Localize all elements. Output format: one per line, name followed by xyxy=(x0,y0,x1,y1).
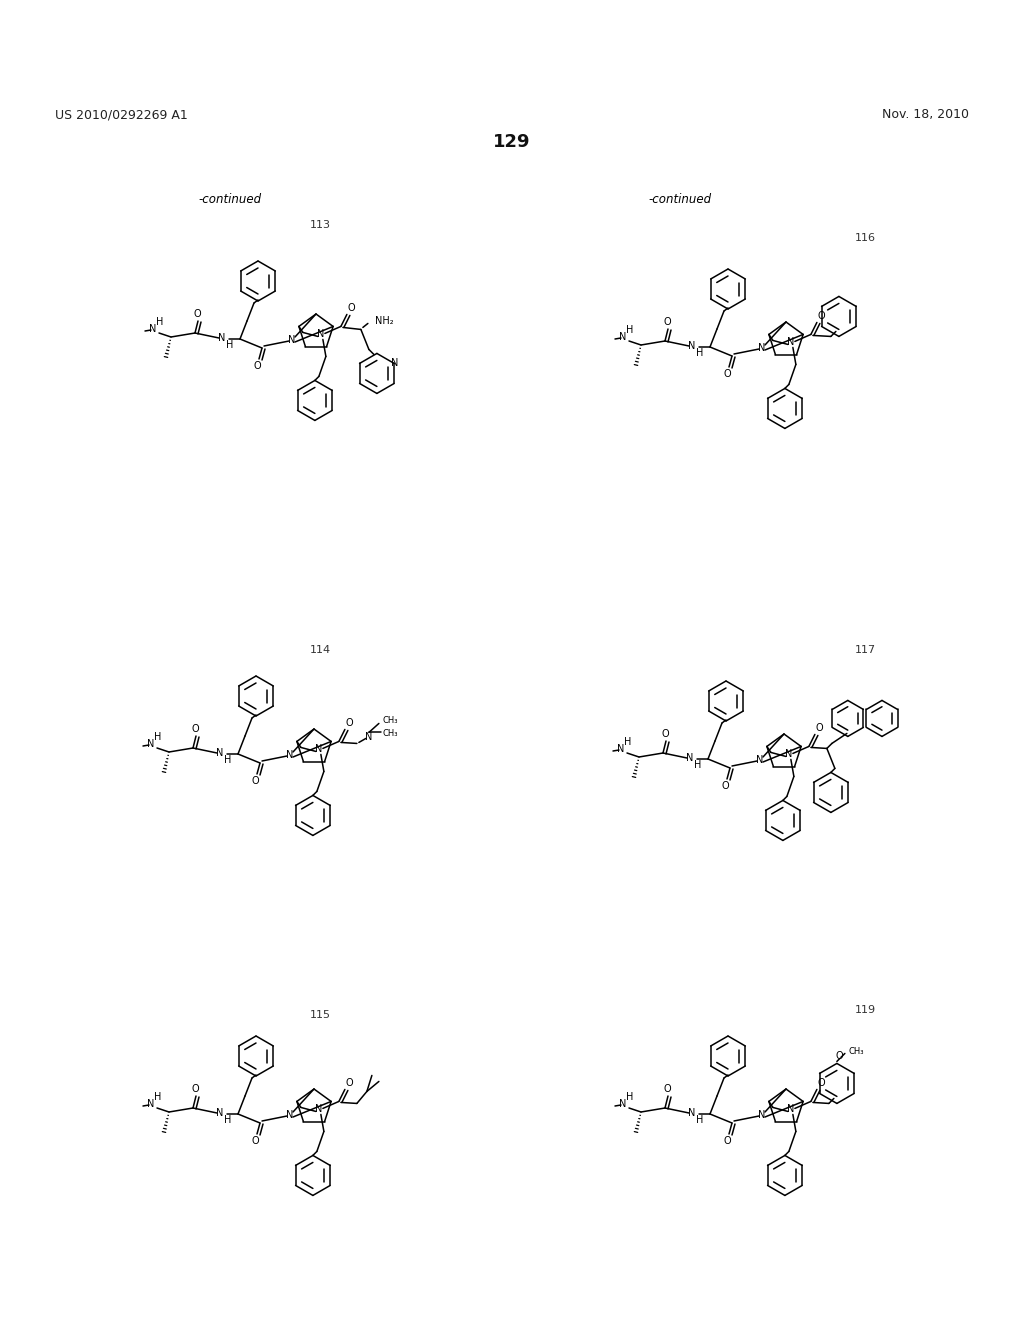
Text: N: N xyxy=(287,1110,294,1119)
Text: H: H xyxy=(224,755,231,766)
Text: N: N xyxy=(620,333,627,342)
Text: H: H xyxy=(696,348,703,358)
Text: O: O xyxy=(251,776,259,785)
Text: 119: 119 xyxy=(854,1005,876,1015)
Text: N: N xyxy=(757,755,764,766)
Text: N: N xyxy=(686,752,693,763)
Text: -continued: -continued xyxy=(648,193,712,206)
Text: O: O xyxy=(194,309,201,319)
Text: 113: 113 xyxy=(309,220,331,230)
Text: 116: 116 xyxy=(854,234,876,243)
Text: O: O xyxy=(191,723,199,734)
Text: H: H xyxy=(155,733,162,742)
Text: N: N xyxy=(287,750,294,760)
Text: 129: 129 xyxy=(494,133,530,150)
Text: -continued: -continued xyxy=(199,193,261,206)
Text: N: N xyxy=(688,341,695,351)
Text: N: N xyxy=(289,335,296,345)
Text: O: O xyxy=(191,1084,199,1094)
Text: 117: 117 xyxy=(854,645,876,655)
Text: CH₃: CH₃ xyxy=(383,715,398,725)
Text: N: N xyxy=(617,744,625,754)
Text: H: H xyxy=(625,737,632,747)
Text: NH₂: NH₂ xyxy=(375,317,393,326)
Text: H: H xyxy=(627,1092,634,1102)
Text: Nov. 18, 2010: Nov. 18, 2010 xyxy=(882,108,969,121)
Text: N: N xyxy=(759,343,766,352)
Text: N: N xyxy=(216,1107,223,1118)
Text: H: H xyxy=(627,325,634,335)
Text: N: N xyxy=(787,338,795,347)
Text: N: N xyxy=(366,733,373,742)
Text: N: N xyxy=(147,1100,155,1109)
Text: N: N xyxy=(150,323,157,334)
Text: O: O xyxy=(345,1078,352,1089)
Text: O: O xyxy=(723,1137,731,1146)
Text: H: H xyxy=(696,1115,703,1125)
Text: O: O xyxy=(345,718,352,729)
Text: N: N xyxy=(787,1105,795,1114)
Text: H: H xyxy=(155,1092,162,1102)
Text: O: O xyxy=(664,1084,671,1094)
Text: N: N xyxy=(620,1100,627,1109)
Text: H: H xyxy=(226,341,233,350)
Text: H: H xyxy=(224,1115,231,1125)
Text: N: N xyxy=(216,748,223,758)
Text: CH₃: CH₃ xyxy=(849,1047,864,1056)
Text: O: O xyxy=(662,729,669,739)
Text: 114: 114 xyxy=(309,645,331,655)
Text: O: O xyxy=(817,1078,824,1089)
Text: O: O xyxy=(815,723,822,734)
Text: N: N xyxy=(759,1110,766,1119)
Text: H: H xyxy=(157,317,164,327)
Text: O: O xyxy=(251,1137,259,1146)
Text: O: O xyxy=(723,370,731,379)
Text: N: N xyxy=(390,359,398,368)
Text: O: O xyxy=(835,1052,843,1061)
Text: N: N xyxy=(315,744,323,755)
Text: N: N xyxy=(218,333,225,343)
Text: US 2010/0292269 A1: US 2010/0292269 A1 xyxy=(55,108,187,121)
Text: O: O xyxy=(721,781,729,791)
Text: O: O xyxy=(347,304,354,313)
Text: O: O xyxy=(817,312,824,322)
Text: 115: 115 xyxy=(309,1010,331,1020)
Text: N: N xyxy=(147,739,155,748)
Text: H: H xyxy=(694,760,701,770)
Text: CH₃: CH₃ xyxy=(383,729,398,738)
Text: N: N xyxy=(688,1107,695,1118)
Text: N: N xyxy=(317,330,325,339)
Text: O: O xyxy=(253,360,261,371)
Text: O: O xyxy=(664,317,671,327)
Text: N: N xyxy=(315,1105,323,1114)
Text: N: N xyxy=(785,750,793,759)
